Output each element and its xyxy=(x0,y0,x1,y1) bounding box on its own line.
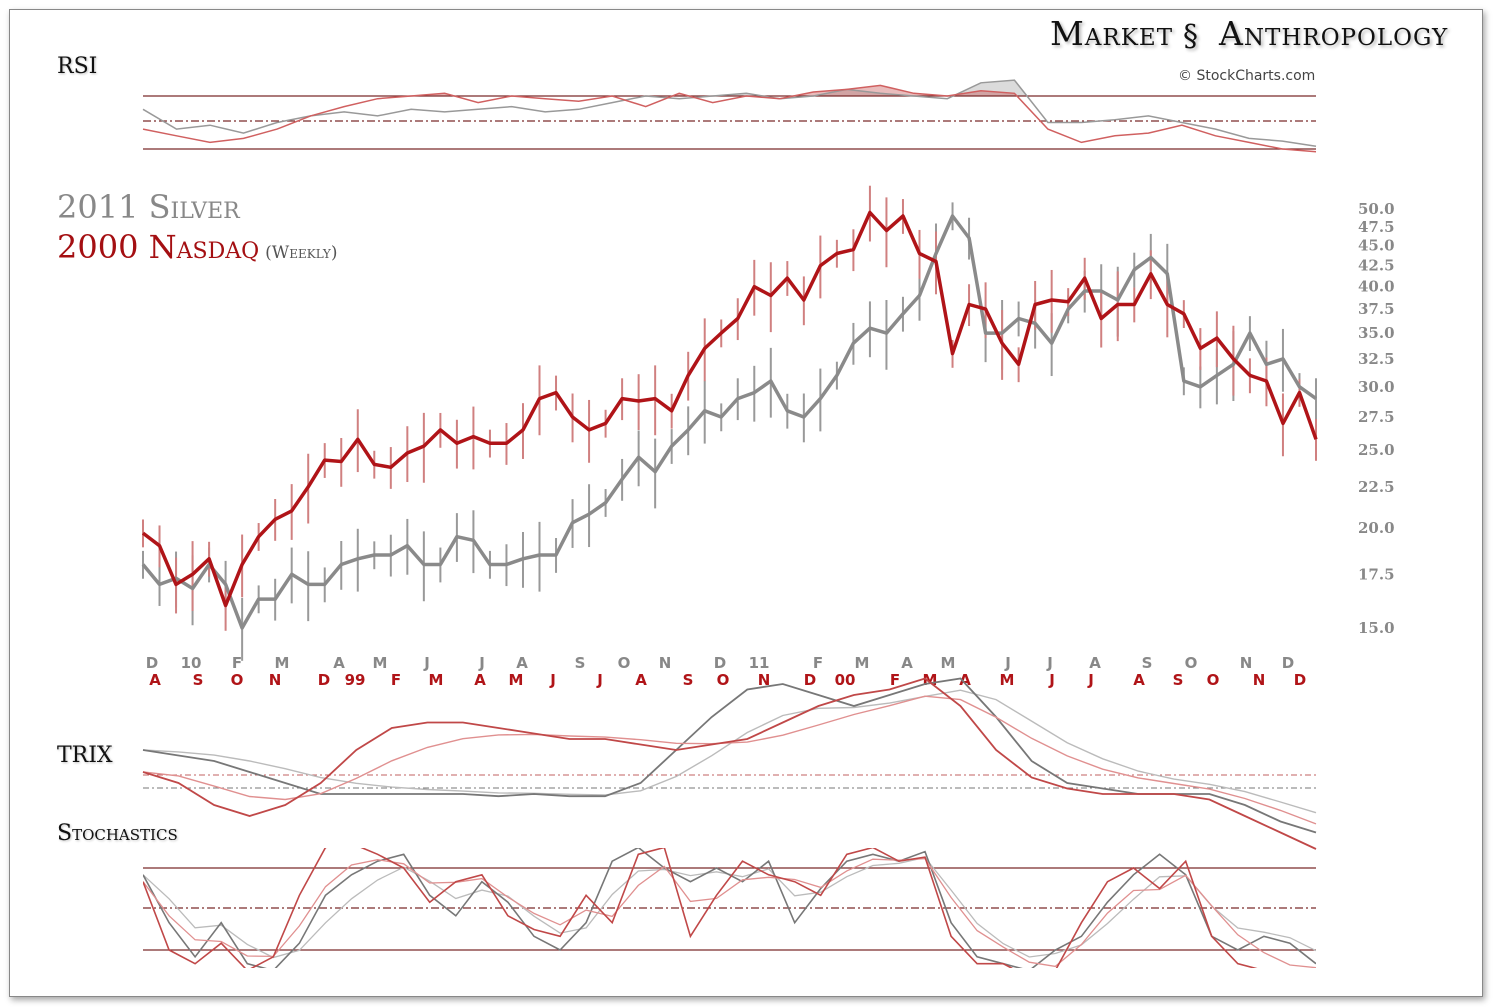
x-tick-nasdaq: D xyxy=(804,671,816,689)
x-tick-nasdaq: M xyxy=(1000,671,1015,689)
y-tick-label: 15.0 xyxy=(1358,619,1395,637)
silver-rsi-line xyxy=(142,79,1317,148)
x-tick-nasdaq: J xyxy=(549,671,556,689)
x-tick-nasdaq: A xyxy=(635,671,647,689)
silver-title: 2011 Silver xyxy=(57,188,240,226)
x-tick-silver: N xyxy=(1240,654,1253,672)
x-tick-silver: J xyxy=(478,654,485,672)
x-tick-silver: D xyxy=(146,654,158,672)
brand-left: Market xyxy=(1050,14,1174,53)
x-tick-silver: J xyxy=(423,654,430,672)
x-tick-nasdaq: A xyxy=(149,671,161,689)
y-tick-label: 35.0 xyxy=(1358,324,1395,342)
nasdaq-stoch-d-line xyxy=(143,857,1316,968)
y-tick-label: 50.0 xyxy=(1358,200,1395,218)
nasdaq-stoch-k-line xyxy=(143,848,1258,968)
x-tick-nasdaq: S xyxy=(193,671,204,689)
nasdaq-trix-signal-line xyxy=(142,695,1317,825)
x-tick-silver: A xyxy=(516,654,528,672)
x-tick-silver: N xyxy=(659,654,672,672)
x-tick-nasdaq: J xyxy=(596,671,603,689)
x-tick-nasdaq: A xyxy=(474,671,486,689)
x-tick-nasdaq: A xyxy=(959,671,971,689)
x-tick-silver: J xyxy=(1004,654,1011,672)
y-tick-label: 40.0 xyxy=(1358,278,1395,296)
x-tick-nasdaq: M xyxy=(429,671,444,689)
chart-frame xyxy=(9,9,1483,997)
x-tick-silver: D xyxy=(1282,654,1294,672)
dna-icon: § xyxy=(1183,18,1200,54)
brand-logo: Market § Anthropology xyxy=(1050,14,1448,54)
x-tick-nasdaq: 00 xyxy=(835,671,856,689)
x-tick-silver: O xyxy=(1185,654,1198,672)
y-tick-label: 30.0 xyxy=(1358,378,1395,396)
x-tick-nasdaq: S xyxy=(683,671,694,689)
nasdaq-trix-line xyxy=(142,677,1317,850)
x-tick-silver: S xyxy=(1142,654,1153,672)
x-tick-silver: O xyxy=(618,654,631,672)
x-tick-nasdaq: S xyxy=(1173,671,1184,689)
x-tick-nasdaq: D xyxy=(1294,671,1306,689)
x-tick-silver: M xyxy=(941,654,956,672)
x-tick-nasdaq: O xyxy=(717,671,730,689)
nasdaq-title-row: 2000 Nasdaq (Weekly) xyxy=(57,228,338,266)
silver-stoch-k-line xyxy=(143,848,1316,968)
x-tick-nasdaq: J xyxy=(1048,671,1055,689)
x-tick-silver: F xyxy=(813,654,823,672)
x-tick-silver: A xyxy=(901,654,913,672)
x-tick-silver: 11 xyxy=(749,654,770,672)
y-tick-label: 20.0 xyxy=(1358,519,1395,537)
x-tick-silver: 10 xyxy=(181,654,202,672)
y-tick-label: 32.5 xyxy=(1358,350,1395,368)
silver-trix-signal-line xyxy=(142,689,1317,814)
x-tick-nasdaq: N xyxy=(758,671,771,689)
x-tick-silver: D xyxy=(714,654,726,672)
y-tick-label: 25.0 xyxy=(1358,441,1395,459)
x-tick-nasdaq: J xyxy=(1087,671,1094,689)
x-tick-nasdaq: D xyxy=(318,671,330,689)
x-tick-silver: A xyxy=(333,654,345,672)
x-tick-silver: A xyxy=(1089,654,1101,672)
x-tick-nasdaq: M xyxy=(509,671,524,689)
y-tick-label: 17.5 xyxy=(1358,565,1395,583)
rsi-label: RSI xyxy=(57,54,98,79)
silver-rsi-overbought-fill xyxy=(143,80,1316,96)
silver-trix-line xyxy=(142,677,1317,834)
nasdaq-price-line xyxy=(141,210,1318,608)
credit: © StockCharts.com xyxy=(1178,68,1316,84)
x-tick-silver: M xyxy=(275,654,290,672)
x-tick-nasdaq: F xyxy=(391,671,401,689)
x-tick-nasdaq: N xyxy=(269,671,282,689)
x-tick-nasdaq: A xyxy=(1133,671,1145,689)
x-tick-silver: M xyxy=(373,654,388,672)
trix-label: TRIX xyxy=(57,743,113,768)
x-tick-silver: J xyxy=(1046,654,1053,672)
x-tick-nasdaq: O xyxy=(231,671,244,689)
y-tick-label: 37.5 xyxy=(1358,300,1395,318)
frequency-label: (Weekly) xyxy=(265,243,338,263)
nasdaq-rsi-line xyxy=(142,84,1317,153)
y-tick-label: 47.5 xyxy=(1358,218,1395,236)
brand-right: Anthropology xyxy=(1219,14,1449,53)
nasdaq-title: 2000 Nasdaq xyxy=(57,228,260,266)
x-tick-nasdaq: 99 xyxy=(345,671,366,689)
x-tick-silver: M xyxy=(855,654,870,672)
stochastics-label: Stochastics xyxy=(57,821,178,846)
x-tick-nasdaq: O xyxy=(1207,671,1220,689)
y-tick-label: 42.5 xyxy=(1358,257,1395,275)
x-tick-silver: S xyxy=(575,654,586,672)
x-tick-nasdaq: N xyxy=(1253,671,1266,689)
y-tick-label: 22.5 xyxy=(1358,478,1395,496)
x-tick-silver: F xyxy=(232,654,242,672)
y-tick-label: 45.0 xyxy=(1358,237,1395,255)
silver-price-line xyxy=(141,214,1318,630)
y-tick-label: 27.5 xyxy=(1358,408,1395,426)
x-tick-nasdaq: F xyxy=(890,671,900,689)
